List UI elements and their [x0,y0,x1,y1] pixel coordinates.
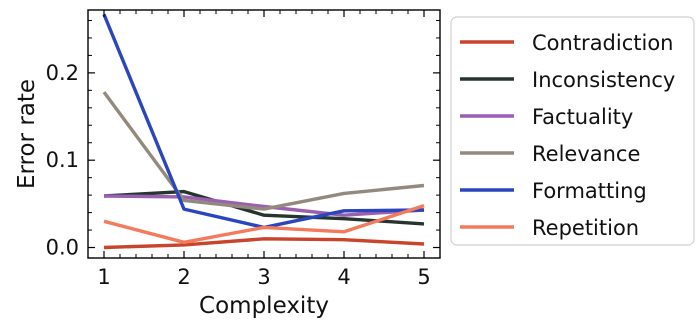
series-line-repetition [103,203,425,245]
x-tick-label: 3 [257,265,270,289]
y-axis-label: Error rate [14,79,40,189]
series-line-contradiction [103,237,425,250]
legend: Contradiction Inconsistency Factuality Rele… [450,16,695,246]
legend-label-factuality: Factuality [532,105,633,129]
legend-label-formatting: Formatting [532,179,647,203]
y-tick-label: 0.1 [46,148,79,172]
series-line-factuality [103,194,425,217]
x-tick-label: 2 [177,265,190,289]
x-axis-label: Complexity [199,293,329,319]
x-tick-label: 5 [417,265,430,289]
legend-label-relevance: Relevance [532,142,640,166]
legend-label-repetition: Repetition [532,216,639,240]
legend-frame [450,16,695,246]
series-line-inconsistency [103,189,425,226]
legend-label-contradiction: Contradiction [532,31,674,55]
x-tick-label: 4 [337,265,350,289]
legend-label-inconsistency: Inconsistency [532,68,675,92]
axis-layer: 1 2 3 4 5 0.0 0.1 0.2 [46,10,441,289]
series-layer [102,13,425,250]
x-tick-label: 1 [97,265,110,289]
y-tick-label: 0.0 [46,236,79,260]
series-line-relevance [102,91,425,211]
y-tick-label: 0.2 [46,61,79,85]
